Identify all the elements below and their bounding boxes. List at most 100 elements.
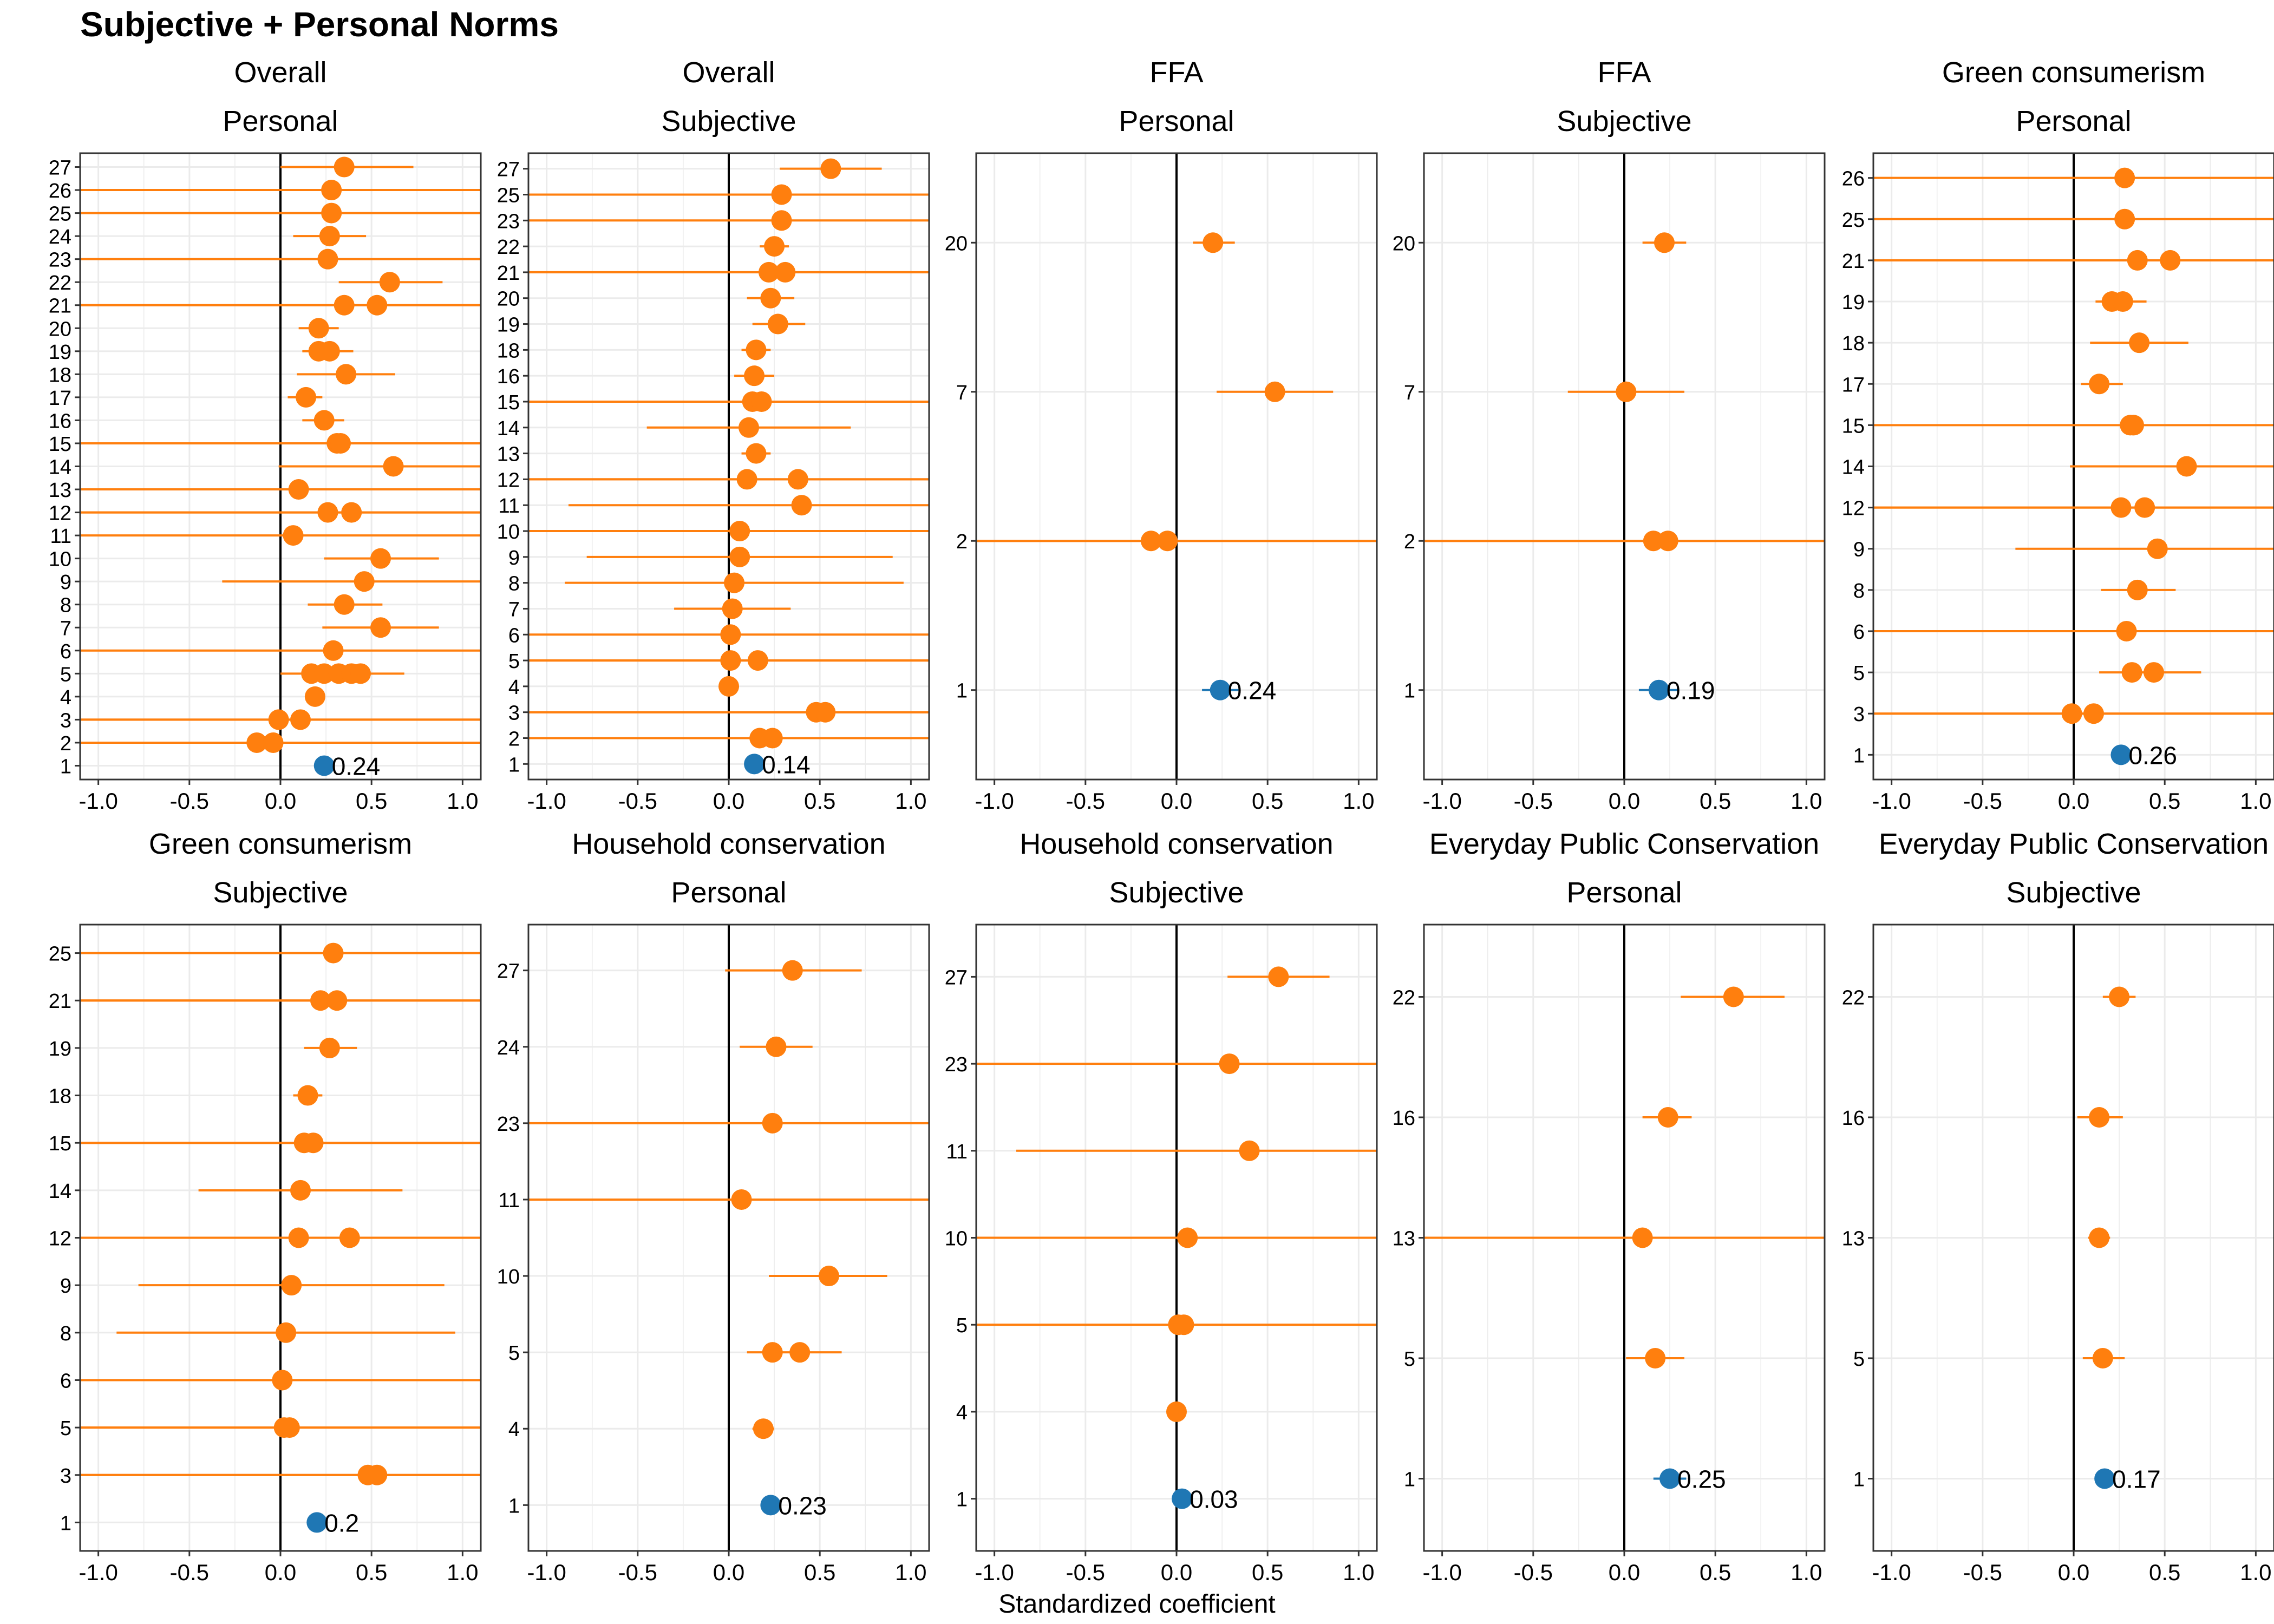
y-tick-label: 18: [1842, 332, 1865, 355]
study-point: [1203, 232, 1224, 253]
study-point: [2144, 662, 2164, 683]
facet-strip-label: Personal: [223, 105, 338, 137]
y-tick-label: 19: [49, 1038, 71, 1060]
y-tick-label: 6: [60, 640, 71, 663]
study-point: [304, 686, 325, 707]
x-tick-label: -1.0: [1422, 1560, 1461, 1585]
facet-strip-label: FFA: [1597, 56, 1651, 89]
study-point: [1173, 1314, 1194, 1335]
x-tick-label: -1.0: [527, 788, 566, 814]
y-tick-label: 4: [508, 1418, 520, 1441]
y-tick-label: 4: [60, 686, 71, 709]
facet-strip-label: Subjective: [661, 105, 796, 137]
y-tick-label: 5: [1853, 1348, 1865, 1371]
x-tick-label: 0.5: [1252, 788, 1283, 814]
x-tick-label: -0.5: [618, 1560, 657, 1585]
y-tick-label: 7: [1404, 382, 1415, 404]
study-point: [2114, 167, 2135, 188]
study-point: [2116, 620, 2137, 641]
study-point: [2160, 250, 2181, 271]
x-tick-label: -0.5: [170, 1560, 209, 1585]
study-point: [334, 156, 355, 178]
x-tick-label: 1.0: [895, 1560, 926, 1585]
y-tick-label: 24: [497, 1037, 520, 1059]
study-point: [321, 202, 342, 224]
data-layer: [976, 966, 1377, 1509]
meta-value-label: 0.19: [1667, 677, 1715, 705]
y-tick-label: 7: [60, 617, 71, 640]
study-point: [370, 617, 391, 638]
x-tick-label: 0.5: [356, 788, 387, 814]
y-tick-label: 18: [49, 1085, 71, 1108]
y-tick-label: 25: [1842, 209, 1865, 232]
study-point: [771, 210, 792, 231]
y-tick-label: 24: [49, 226, 71, 248]
x-tick-label: 0.0: [265, 1560, 296, 1585]
study-point: [1657, 531, 1678, 552]
y-tick-label: 25: [49, 943, 71, 966]
y-tick-label: 6: [1853, 621, 1865, 644]
study-point: [718, 676, 739, 697]
study-point: [759, 261, 779, 283]
facet-panel: Everyday Public Conservation Personal 0.25…: [1393, 828, 1826, 1585]
y-tick-label: 18: [49, 364, 71, 387]
study-point: [2127, 579, 2148, 600]
y-tick-label: 5: [1853, 662, 1865, 685]
study-point: [815, 702, 836, 723]
y-tick-label: 17: [1842, 374, 1865, 396]
study-point: [288, 1227, 309, 1248]
x-tick-label: 0.0: [2058, 1560, 2089, 1585]
facet-strip-label: Household conservation: [572, 828, 885, 860]
x-tick-label: -1.0: [1872, 788, 1911, 814]
study-point: [789, 1342, 811, 1363]
study-point: [317, 248, 338, 270]
y-tick-label: 7: [956, 382, 968, 404]
y-tick-label: 15: [1842, 415, 1865, 437]
meta-point: [2094, 1468, 2115, 1489]
y-tick-label: 27: [497, 960, 520, 983]
study-point: [819, 1266, 839, 1287]
x-tick-label: -1.0: [79, 788, 117, 814]
x-tick-label: 0.0: [1161, 788, 1192, 814]
x-tick-label: 0.5: [1700, 1560, 1731, 1585]
study-point: [720, 650, 741, 671]
y-tick-label: 10: [49, 548, 71, 571]
study-point: [323, 640, 344, 661]
facet-panel: FFA Personal 0.24 1 2 7 20 -1.0 -0.5 0.0 0.5 1.0: [945, 56, 1378, 814]
y-tick-label: 16: [49, 410, 71, 433]
study-point: [1239, 1140, 1260, 1161]
x-tick-label: 1.0: [447, 788, 478, 814]
y-tick-label: 20: [1393, 232, 1415, 255]
study-point: [1166, 1401, 1187, 1422]
study-point: [2114, 208, 2135, 230]
y-tick-label: 16: [1842, 1107, 1865, 1130]
study-point: [2121, 662, 2142, 683]
study-point: [283, 525, 304, 546]
y-tick-label: 2: [956, 531, 968, 553]
study-point: [1723, 986, 1744, 1007]
facet-strip-label: Overall: [234, 56, 326, 89]
x-tick-label: -0.5: [170, 788, 209, 814]
y-tick-label: 1: [956, 680, 968, 703]
study-point: [2109, 986, 2130, 1007]
study-point: [1268, 966, 1289, 987]
data-layer: [528, 960, 929, 1516]
y-tick-label: 21: [497, 262, 520, 285]
study-point: [321, 180, 342, 201]
y-tick-label: 5: [508, 650, 520, 673]
y-tick-label: 4: [508, 676, 520, 699]
y-tick-label: 7: [508, 598, 520, 621]
study-point: [288, 479, 309, 500]
y-tick-label: 25: [49, 203, 71, 226]
y-tick-label: 11: [499, 495, 520, 518]
y-tick-label: 13: [1393, 1228, 1415, 1250]
facet-strip-label: Subjective: [1557, 105, 1691, 137]
x-tick-label: 1.0: [1343, 1560, 1374, 1585]
y-tick-label: 27: [497, 159, 520, 181]
x-tick-label: -0.5: [618, 788, 657, 814]
meta-value-label: 0.26: [2128, 741, 2177, 769]
x-tick-label: 0.0: [1609, 1560, 1640, 1585]
study-point: [747, 650, 768, 671]
y-tick-label: 23: [945, 1053, 968, 1076]
y-tick-label: 1: [1853, 744, 1865, 767]
